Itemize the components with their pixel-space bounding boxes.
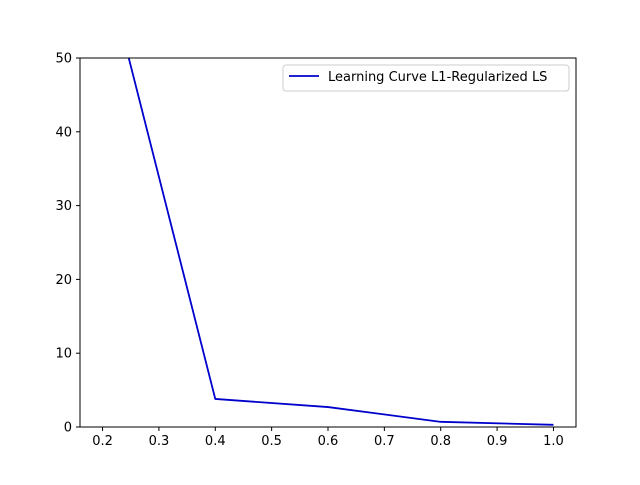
y-tick-label: 10 (55, 347, 72, 362)
legend-box (282, 64, 570, 92)
y-tick-label: 0 (64, 421, 72, 436)
legend: Learning Curve L1-Regularized LS (282, 64, 570, 92)
plot-area-frame (79, 57, 577, 428)
x-tick-label: 0.9 (487, 434, 508, 449)
x-tick-label: 1.0 (543, 434, 564, 449)
x-tick-label: 0.7 (374, 434, 395, 449)
x-axis: 0.2 0.3 0.4 0.5 0.6 0.7 0.8 0.9 1.0 (92, 427, 564, 449)
y-axis: 0 10 20 30 40 50 (55, 52, 80, 436)
y-tick-label: 40 (55, 125, 72, 140)
series-line-0 (127, 58, 554, 426)
x-tick-label: 0.8 (430, 434, 451, 449)
legend-label: Learning Curve L1-Regularized LS (328, 70, 547, 85)
x-tick-label: 0.6 (318, 434, 339, 449)
x-tick-label: 0.3 (149, 434, 170, 449)
x-tick-label: 0.4 (205, 434, 226, 449)
y-tick-label: 50 (55, 52, 72, 67)
x-tick-label: 0.2 (92, 434, 113, 449)
x-tick-label: 0.5 (261, 434, 282, 449)
y-tick-label: 20 (55, 273, 72, 288)
y-tick-label: 30 (55, 199, 72, 214)
